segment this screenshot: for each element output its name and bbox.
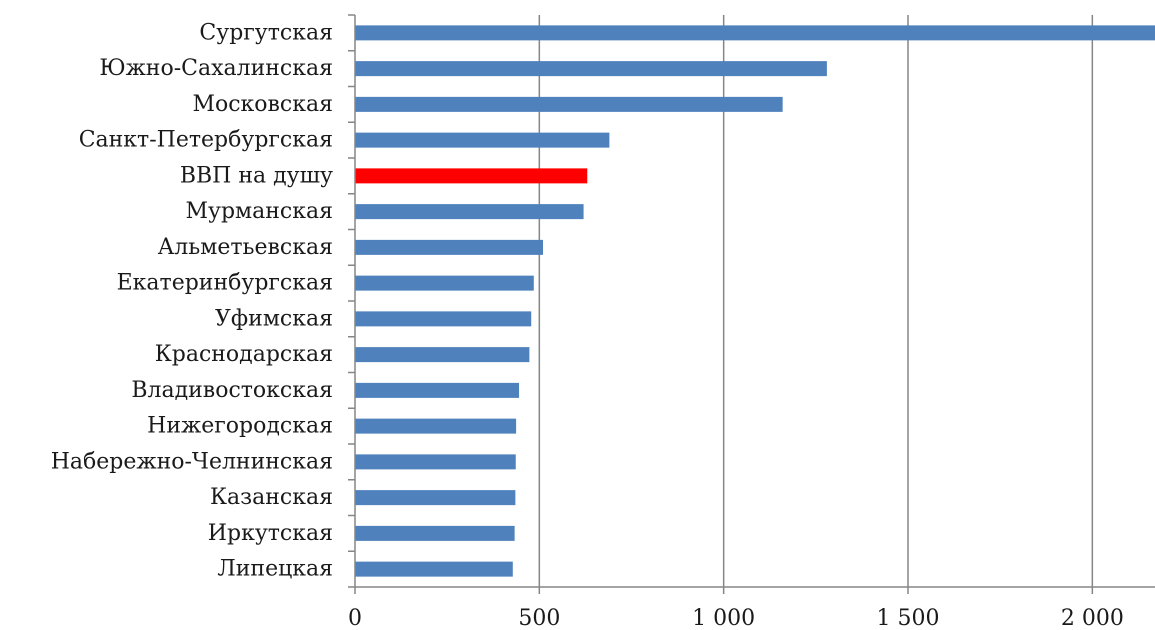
category-label-12: Набережно-Челнинская [51, 449, 333, 474]
bar-13 [355, 490, 516, 506]
x-tick-labels: 0 500 1 000 1 500 2 000 [348, 606, 1124, 630]
bars [355, 25, 1155, 577]
x-tick-label-2: 1 000 [692, 606, 755, 630]
category-label-9: Краснодарская [155, 342, 333, 367]
bar-1 [355, 61, 827, 77]
bar-2 [355, 96, 783, 112]
category-label-4: ВВП на душу [180, 163, 333, 188]
x-tick-label-1: 500 [518, 606, 560, 630]
x-tick-label-3: 1 500 [877, 606, 940, 630]
bar-8 [355, 311, 532, 327]
x-tick-label-4: 2 000 [1061, 606, 1124, 630]
axes [348, 14, 1155, 594]
category-label-7: Екатеринбургская [117, 271, 333, 296]
bar-10 [355, 382, 520, 398]
category-label-11: Нижегородская [147, 414, 333, 439]
x-tick-label-0: 0 [348, 606, 362, 630]
category-label-5: Мурманская [185, 199, 333, 224]
category-label-2: Московская [192, 92, 333, 117]
bar-3 [355, 132, 610, 148]
bar-15 [355, 561, 513, 577]
bar-4 [355, 168, 588, 184]
category-label-10: Владивостокская [131, 378, 333, 403]
category-label-0: Сургутская [199, 20, 333, 45]
bar-11 [355, 418, 517, 434]
category-label-14: Иркутская [208, 521, 333, 546]
category-label-6: Альметьевская [158, 235, 333, 260]
category-labels: Сургутская Южно-Сахалинская Московская Санк… [51, 20, 333, 581]
bar-9 [355, 347, 530, 363]
bar-0 [355, 25, 1155, 41]
bar-12 [355, 454, 516, 470]
bar-7 [355, 275, 534, 291]
category-label-13: Казанская [210, 485, 333, 510]
bar-6 [355, 239, 544, 255]
category-label-15: Липецкая [217, 557, 333, 582]
category-label-1: Южно-Сахалинская [99, 56, 333, 81]
bar-5 [355, 204, 584, 220]
category-label-8: Уфимская [215, 306, 333, 331]
category-label-3: Санкт-Петербургская [79, 128, 333, 153]
bar-14 [355, 525, 515, 541]
